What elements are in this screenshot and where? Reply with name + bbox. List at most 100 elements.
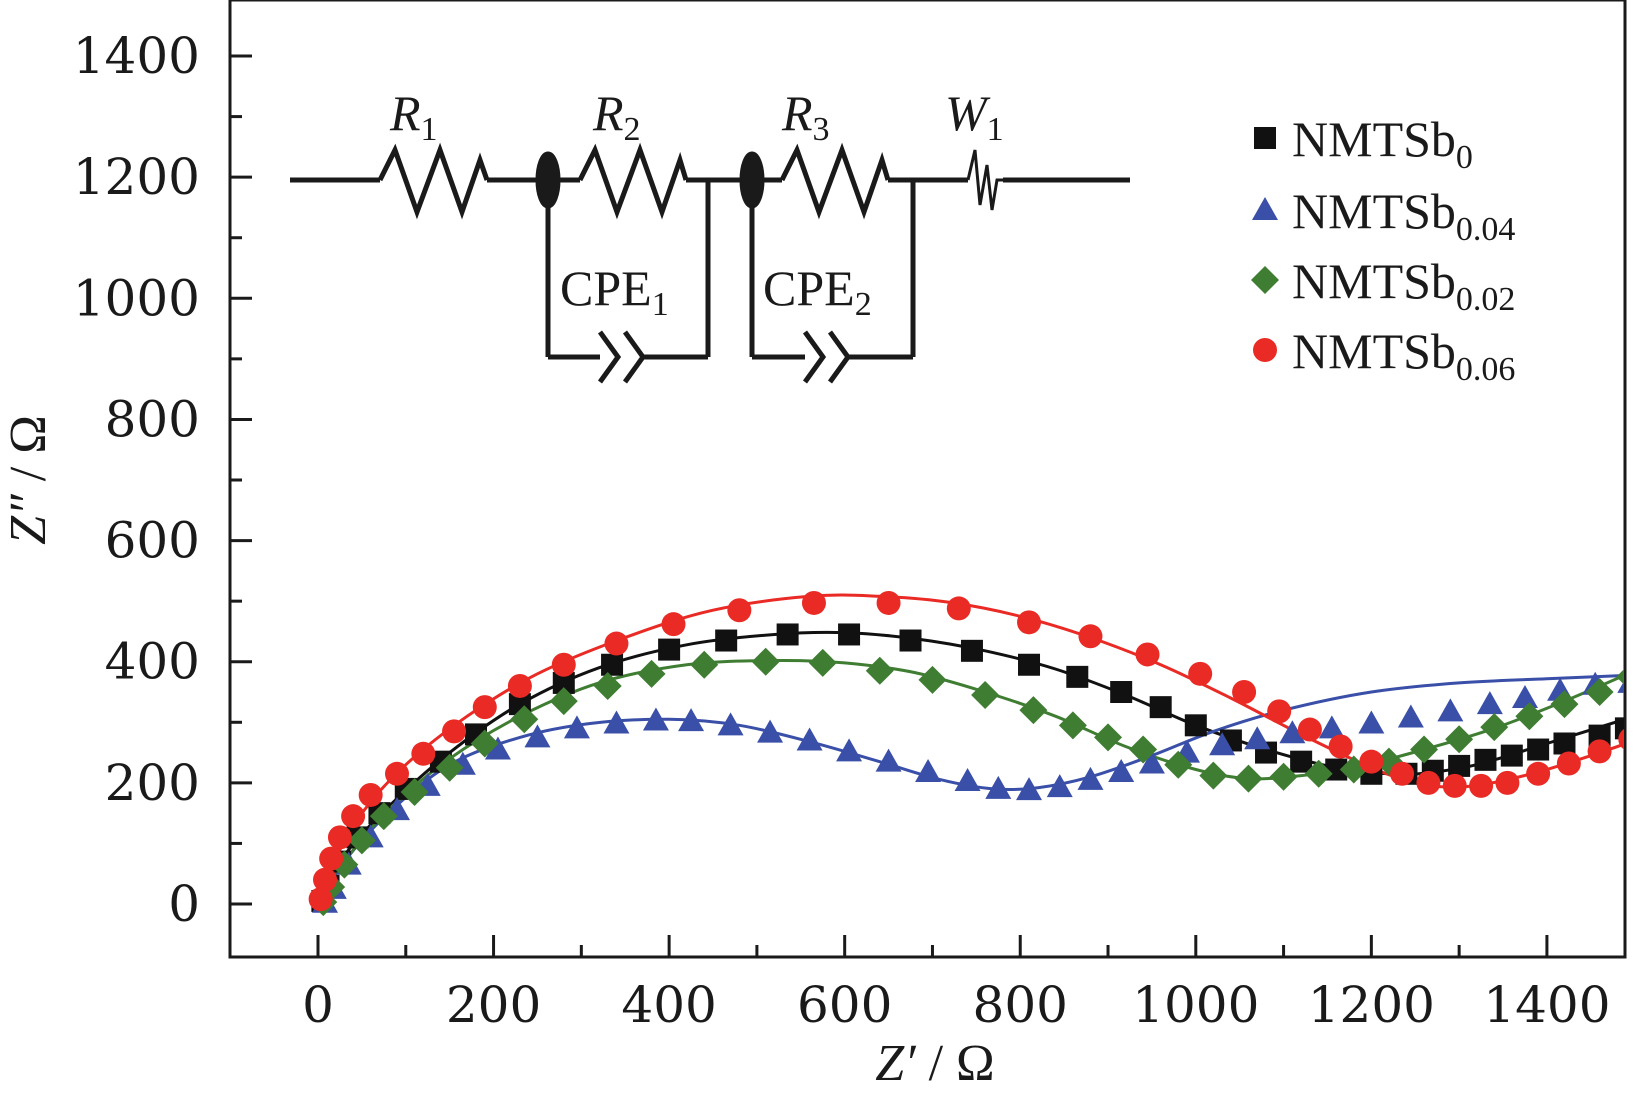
data-point-series-2	[1585, 678, 1614, 707]
data-point-series-2	[1410, 735, 1439, 764]
data-point-series-1	[678, 708, 705, 732]
cpe1-symbol	[597, 330, 622, 384]
data-point-series-0	[899, 629, 922, 652]
data-point-series-3	[1297, 717, 1322, 742]
data-point-series-2	[1304, 759, 1333, 788]
y-tick-label: 1200	[73, 148, 200, 206]
label-w1: W1	[945, 85, 1004, 148]
data-point-series-3	[1495, 770, 1520, 795]
data-point-series-1	[642, 707, 669, 731]
data-point-series-1	[836, 738, 863, 762]
data-point-series-1	[1511, 685, 1538, 709]
data-point-series-2	[470, 729, 499, 758]
data-point-series-0	[601, 653, 624, 676]
data-point-series-2	[1550, 690, 1579, 719]
data-point-series-3	[1359, 749, 1384, 774]
data-point-series-2	[751, 647, 780, 676]
cpe2-symbol-2	[827, 330, 852, 384]
data-point-series-3	[946, 596, 971, 621]
data-point-series-1	[524, 724, 551, 748]
data-point-series-0	[715, 629, 738, 652]
data-point-series-3	[1135, 642, 1160, 667]
cpe2-symbol	[802, 330, 827, 384]
data-point-series-1	[954, 768, 981, 792]
data-point-series-2	[1199, 761, 1228, 790]
data-point-series-0	[1110, 681, 1133, 704]
data-point-series-3	[551, 652, 576, 677]
data-point-series-3	[1526, 761, 1551, 786]
data-point-series-1	[875, 748, 902, 772]
data-point-series-0	[1149, 696, 1172, 719]
data-point-series-1	[1016, 777, 1043, 801]
data-point-series-2	[1269, 762, 1298, 791]
y-tick-label: 400	[105, 633, 200, 691]
data-point-series-0	[1553, 732, 1576, 755]
data-point-series-1	[796, 727, 823, 751]
y-tick-labels: 0 200 400 600 800 1000 1200 1400	[73, 27, 200, 933]
x-axis-title: Z′ / Ω	[875, 1035, 994, 1092]
data-point-series-3	[1188, 661, 1213, 686]
data-point-series-0	[1184, 714, 1207, 737]
data-point-series-2	[1019, 696, 1048, 725]
x-tick-label: 400	[621, 976, 716, 1034]
x-tick-label: 0	[302, 976, 334, 1034]
x-tick-labels: 0 200 400 600 800 1000 1200 1400	[302, 976, 1610, 1034]
data-point-series-3	[604, 631, 629, 656]
data-point-series-2	[347, 826, 376, 855]
data-point-series-0	[658, 638, 681, 661]
x-tick-label: 600	[797, 976, 892, 1034]
data-point-series-1	[1244, 726, 1271, 750]
label-r3: R3	[781, 85, 830, 148]
data-point-series-0	[1448, 754, 1471, 777]
y-tick-label: 0	[168, 875, 200, 933]
data-point-series-2	[637, 659, 666, 688]
data-point-series-2	[1480, 713, 1509, 742]
data-point-series-3	[1328, 734, 1353, 759]
equivalent-circuit-inset	[290, 142, 1130, 384]
data-point-series-0	[1527, 738, 1550, 761]
data-point-series-3	[1232, 680, 1257, 705]
data-point-series-1	[717, 712, 744, 736]
data-point-series-3	[385, 761, 410, 786]
x-tick-label: 1200	[1308, 976, 1435, 1034]
data-point-series-3	[313, 867, 338, 892]
data-point-series-3	[442, 719, 467, 744]
data-point-series-0	[1614, 717, 1624, 740]
data-point-series-1	[603, 710, 630, 734]
legend-marker-2	[1251, 266, 1279, 294]
y-axis-title-symbol: Z″	[0, 493, 57, 545]
data-point-series-1	[563, 715, 590, 739]
data-point-series-3	[1416, 770, 1441, 795]
axis-ticks	[230, 54, 1549, 957]
data-point-series-2	[1094, 723, 1123, 752]
data-point-series-2	[510, 705, 539, 734]
data-point-series-3	[1556, 751, 1581, 776]
data-point-series-3	[341, 804, 366, 829]
data-point-series-2	[1234, 764, 1263, 793]
data-point-series-0	[960, 639, 983, 662]
data-point-series-0	[1066, 665, 1089, 688]
data-point-series-1	[1077, 766, 1104, 790]
label-r1: R1	[389, 85, 438, 148]
y-tick-label: 600	[105, 512, 200, 570]
data-point-series-1	[1397, 704, 1424, 728]
resistor-r3-symbol	[779, 142, 891, 220]
label-cpe2: CPE2	[763, 260, 872, 323]
y-tick-label: 1400	[73, 27, 200, 85]
data-point-series-0	[552, 671, 575, 694]
label-cpe1: CPE1	[560, 260, 669, 323]
data-point-series-3	[1618, 729, 1624, 750]
data-point-series-1	[1318, 715, 1345, 739]
y-axis-title-unit: / Ω	[0, 415, 57, 494]
legend-label-1: NMTSb0.04	[1292, 183, 1515, 248]
data-point-series-1	[1437, 698, 1464, 722]
data-point-series-3	[1078, 624, 1103, 649]
data-point-series-2	[400, 777, 429, 806]
data-point-series-1	[1358, 710, 1385, 734]
data-point-series-1	[1108, 758, 1135, 782]
data-point-series-2	[1445, 725, 1474, 754]
data-point-series-3	[308, 887, 333, 912]
data-markers	[308, 590, 1624, 917]
data-point-series-1	[1476, 691, 1503, 715]
